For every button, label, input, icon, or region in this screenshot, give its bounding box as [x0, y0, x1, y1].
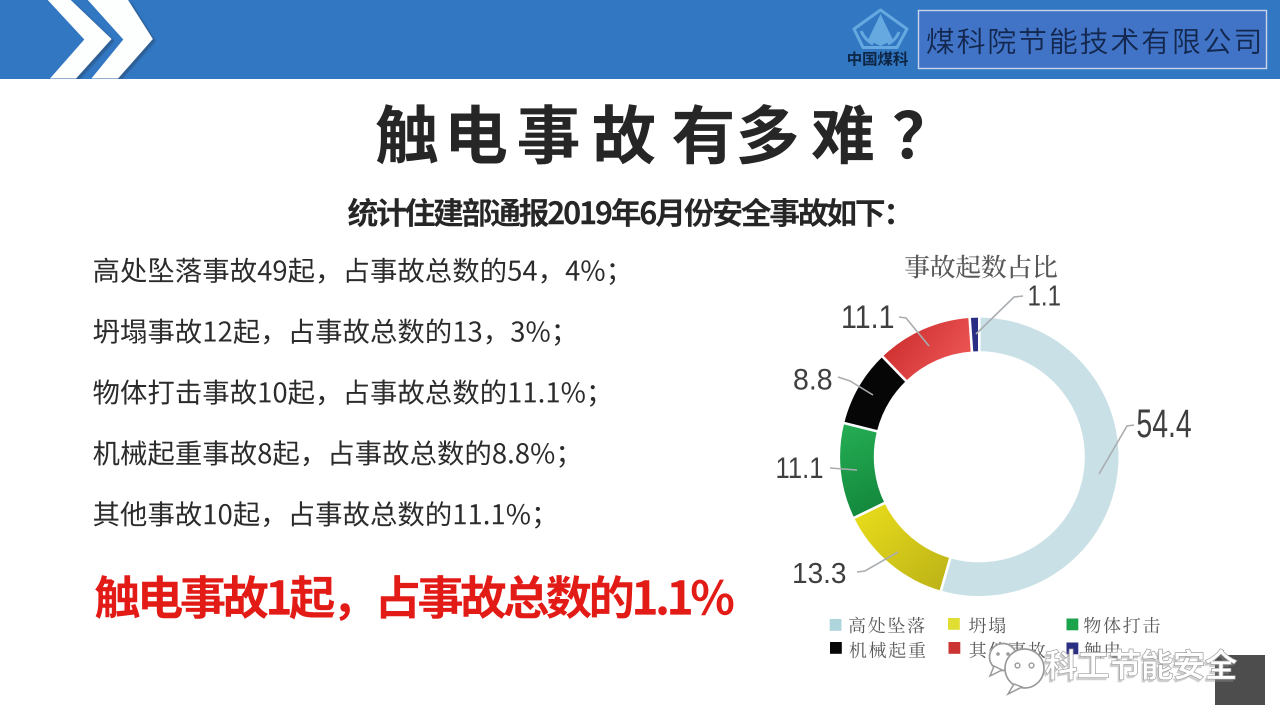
svg-text:13.3: 13.3: [792, 558, 847, 590]
svg-text:11.1: 11.1: [776, 452, 824, 485]
svg-text:1.1: 1.1: [1028, 281, 1062, 313]
svg-text:8.8: 8.8: [793, 364, 833, 397]
svg-text:54.4: 54.4: [1136, 402, 1191, 446]
svg-text:11.1: 11.1: [841, 299, 895, 335]
